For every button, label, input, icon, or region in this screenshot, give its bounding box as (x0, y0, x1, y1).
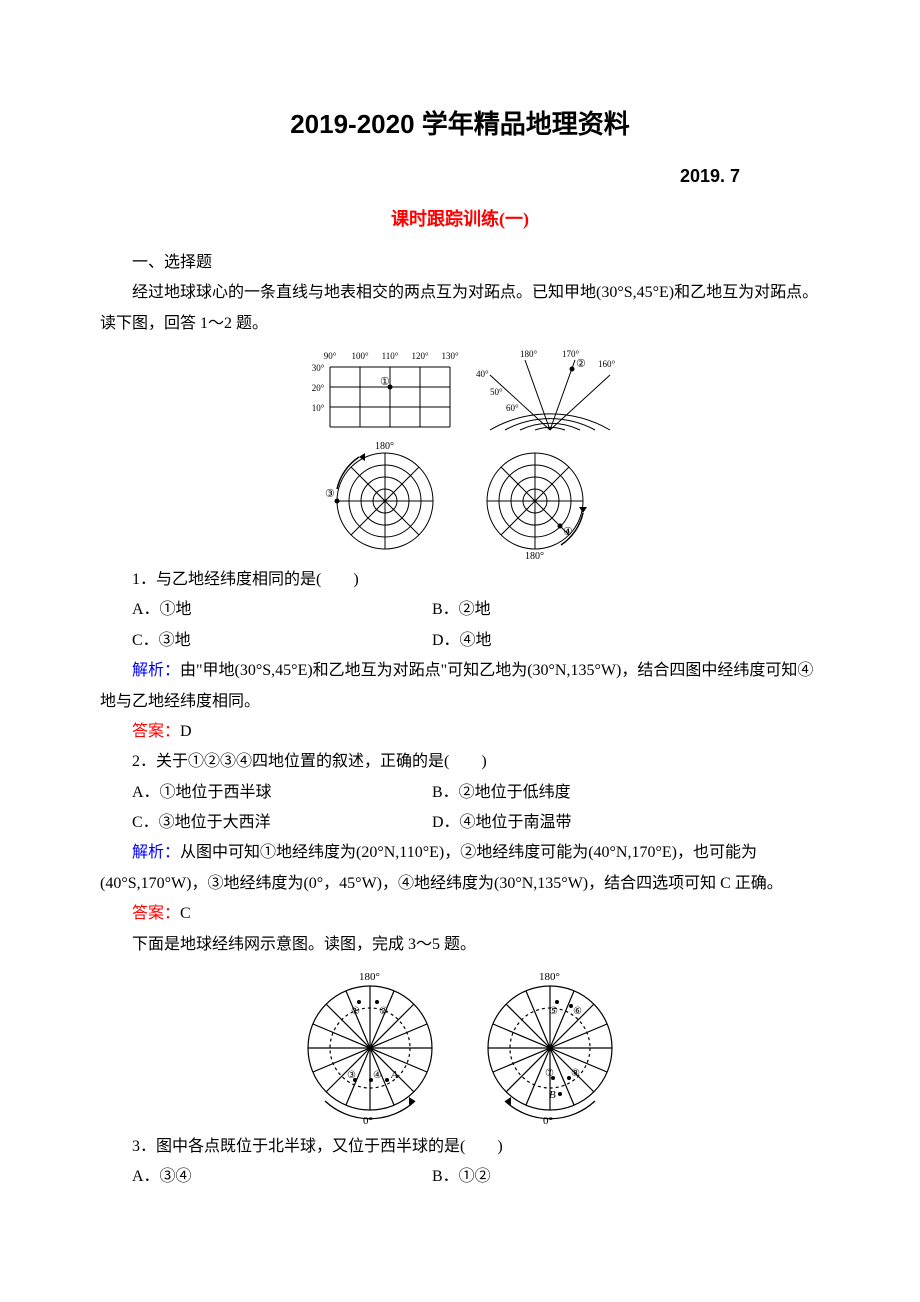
svg-text:180°: 180° (520, 349, 538, 359)
choice-c: C．③地位于大西洋 (132, 808, 432, 838)
svg-text:⑧: ⑧ (571, 1068, 580, 1079)
svg-text:180°: 180° (525, 551, 544, 559)
choice-d: D．④地位于南温带 (432, 808, 732, 838)
subtitle: 课时跟踪训练(一) (100, 202, 820, 236)
q2-stem: 2．关于①②③④四地位置的叙述，正确的是( ) (100, 747, 820, 777)
svg-text:110°: 110° (382, 351, 399, 361)
q1-choices: A．①地 B．②地 (100, 595, 820, 625)
svg-text:130°: 130° (441, 351, 459, 361)
svg-text:③: ③ (325, 488, 335, 500)
choice-c: C．③地 (132, 626, 432, 656)
svg-text:20°: 20° (312, 383, 325, 393)
svg-text:⑥: ⑥ (573, 1006, 582, 1017)
figure-1-row-2: 180° ③ 180° ④ (100, 439, 820, 559)
q1-analysis: 解析：由"甲地(30°S,45°E)和乙地互为对跖点"可知乙地为(30°N,13… (100, 656, 820, 717)
q1-answer: 答案：D (100, 717, 820, 747)
svg-text:⑦: ⑦ (545, 1068, 554, 1079)
q1-stem: 1．与乙地经纬度相同的是( ) (100, 565, 820, 595)
svg-text:50°: 50° (490, 387, 503, 397)
svg-text:④: ④ (563, 526, 573, 538)
choice-a: A．①地 (132, 595, 432, 625)
figure-1-row-1: 90° 100° 110° 120° 130° 30° 20° 10° ① 18… (100, 345, 820, 433)
svg-text:③: ③ (347, 1070, 356, 1081)
choice-b: B．②地 (432, 595, 732, 625)
q2-choices-2: C．③地位于大西洋 D．④地位于南温带 (100, 808, 820, 838)
svg-text:100°: 100° (351, 351, 369, 361)
svg-text:120°: 120° (411, 351, 429, 361)
choice-d: D．④地 (432, 626, 732, 656)
intro-1: 经过地球球心的一条直线与地表相交的两点互为对跖点。已知甲地(30°S,45°E)… (100, 278, 820, 339)
svg-text:0°: 0° (363, 1115, 373, 1126)
choice-a: A．③④ (132, 1162, 432, 1192)
q2-choices: A．①地位于西半球 B．②地位于低纬度 (100, 778, 820, 808)
page-title: 2019-2020 学年精品地理资料 (100, 100, 820, 149)
svg-text:180°: 180° (359, 971, 380, 983)
svg-text:10°: 10° (312, 403, 325, 413)
svg-text:②: ② (379, 1006, 388, 1017)
choice-b: B．②地位于低纬度 (432, 778, 732, 808)
q3-stem: 3．图中各点既位于北半球，又位于西半球的是( ) (100, 1132, 820, 1162)
svg-text:A: A (390, 1069, 398, 1081)
intro-2: 下面是地球经纬网示意图。读图，完成 3～5 题。 (100, 930, 820, 960)
choice-b: B．①② (432, 1162, 732, 1192)
svg-text:160°: 160° (598, 359, 616, 369)
svg-text:⑤: ⑤ (549, 1006, 558, 1017)
svg-text:60°: 60° (506, 403, 519, 413)
svg-text:180°: 180° (375, 441, 394, 452)
q1-choices-2: C．③地 D．④地 (100, 626, 820, 656)
svg-text:90°: 90° (324, 351, 337, 361)
q3-choices: A．③④ B．①② (100, 1162, 820, 1192)
svg-text:180°: 180° (539, 971, 560, 983)
svg-text:①: ① (351, 1006, 360, 1017)
svg-text:①: ① (380, 376, 390, 388)
svg-text:B: B (549, 1089, 556, 1101)
svg-text:30°: 30° (312, 363, 325, 373)
svg-text:0°: 0° (543, 1115, 553, 1126)
globe-left: 180° 0° ① ② ③ ④ A (285, 966, 455, 1126)
svg-text:②: ② (576, 358, 586, 370)
grid-diagram: 90° 100° 110° 120° 130° 30° 20° 10° ① (300, 345, 460, 433)
choice-a: A．①地位于西半球 (132, 778, 432, 808)
polar-left-diagram: 180° ③ (315, 439, 455, 559)
figure-2-row: 180° 0° ① ② ③ ④ A 180° 0° ⑤ ⑥ ⑦ ⑧ B (100, 966, 820, 1126)
section-heading: 一、选择题 (100, 248, 820, 278)
svg-text:④: ④ (373, 1070, 382, 1081)
svg-text:40°: 40° (476, 369, 489, 379)
q2-answer: 答案：C (100, 899, 820, 929)
date-text: 2019. 7 (100, 159, 820, 193)
q2-analysis: 解析：从图中可知①地经纬度为(20°N,110°E)，②地经纬度可能为(40°N… (100, 838, 820, 899)
globe-right: 180° 0° ⑤ ⑥ ⑦ ⑧ B (465, 966, 635, 1126)
polar-right-diagram: 180° ④ (465, 439, 605, 559)
fan-diagram: 180° 170° 160° 40° 50° 60° ② (470, 345, 620, 433)
